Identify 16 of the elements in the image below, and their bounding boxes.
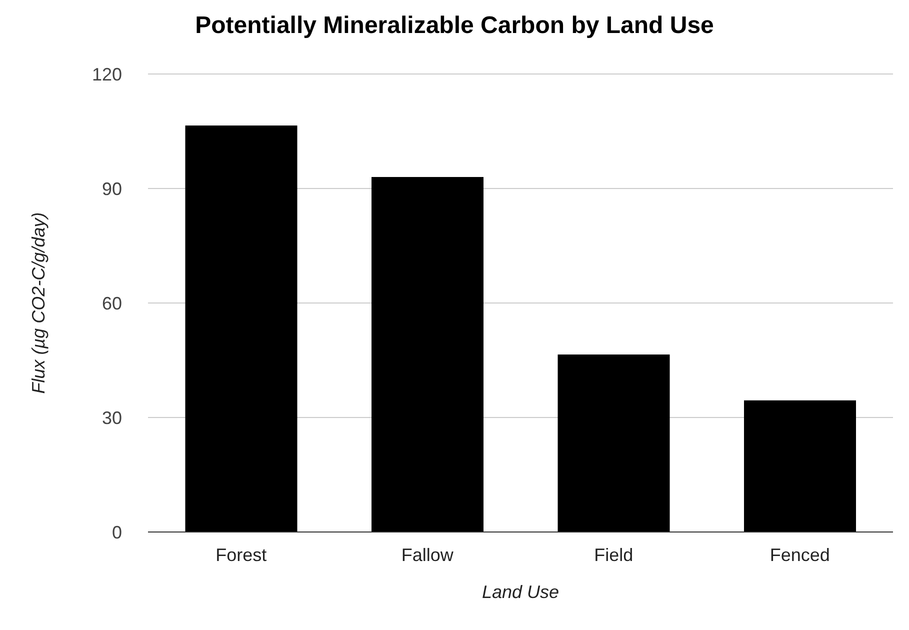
- bar: [372, 177, 484, 532]
- x-axis-title: Land Use: [482, 582, 560, 602]
- y-axis-title: Flux (µg CO2-C/g/day): [28, 212, 48, 394]
- x-tick-label: Fenced: [770, 544, 830, 565]
- bar: [558, 354, 670, 532]
- x-tick-label: Field: [594, 544, 634, 565]
- bar: [744, 400, 856, 532]
- y-tick-label: 60: [102, 293, 122, 314]
- bar: [185, 126, 298, 532]
- y-tick-label: 30: [102, 408, 122, 428]
- chart-title: Potentially Mineralizable Carbon by Land Use: [194, 11, 715, 41]
- x-tick-label: Fallow: [401, 544, 454, 565]
- y-tick-label: 90: [102, 178, 122, 199]
- x-tick-label: Forest: [216, 544, 267, 565]
- y-tick-label: 120: [92, 64, 122, 84]
- y-tick-label: 0: [112, 522, 122, 542]
